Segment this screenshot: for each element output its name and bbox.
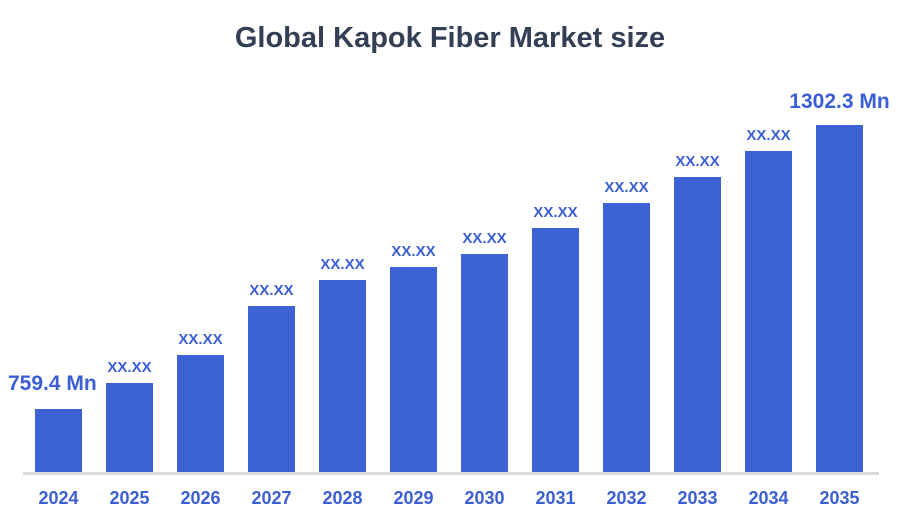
- x-axis-label-2035: 2035: [819, 488, 860, 508]
- bar-value-label-2033: XX.XX: [675, 153, 720, 170]
- bar-2035: [816, 125, 863, 472]
- bar-value-label-2034: XX.XX: [746, 127, 791, 144]
- bar-value-label-2026: XX.XX: [178, 331, 223, 348]
- bar-2026: [177, 355, 224, 472]
- bar-value-label-2024: 759.4 Mn: [8, 372, 97, 395]
- bar-value-label-2031: XX.XX: [533, 204, 578, 221]
- bar-2032: [603, 203, 650, 472]
- bar-value-label-2027: XX.XX: [249, 282, 294, 299]
- bar-2029: [390, 267, 437, 472]
- x-axis-label-2029: 2029: [393, 488, 434, 508]
- bar-2034: [745, 151, 792, 472]
- x-axis-label-2024: 2024: [38, 488, 79, 508]
- x-axis-label-2025: 2025: [109, 488, 150, 508]
- x-axis-label-2031: 2031: [535, 488, 576, 508]
- bar-value-label-2028: XX.XX: [320, 256, 365, 273]
- x-axis-label-2027: 2027: [251, 488, 292, 508]
- chart-title: Global Kapok Fiber Market size: [234, 22, 666, 54]
- bar-2030: [461, 254, 508, 472]
- x-axis-label-2033: 2033: [677, 488, 718, 508]
- bar-2031: [532, 228, 579, 472]
- x-axis-label-2030: 2030: [464, 488, 505, 508]
- bar-value-label-2029: XX.XX: [391, 243, 436, 260]
- bar-value-label-2035: 1302.3 Mn: [789, 90, 890, 113]
- bar-value-label-2030: XX.XX: [462, 230, 507, 247]
- x-axis-label-2026: 2026: [180, 488, 221, 508]
- x-axis-label-2032: 2032: [606, 488, 647, 508]
- x-axis-line: [23, 472, 879, 475]
- x-axis-label-2028: 2028: [322, 488, 363, 508]
- bar-value-label-2032: XX.XX: [604, 179, 649, 196]
- bar-value-label-2025: XX.XX: [107, 359, 152, 376]
- bar-2025: [106, 383, 153, 472]
- bar-2024: [35, 409, 82, 472]
- x-axis-label-2034: 2034: [748, 488, 789, 508]
- bar-2028: [319, 280, 366, 472]
- bar-2033: [674, 177, 721, 472]
- bar-2027: [248, 306, 295, 472]
